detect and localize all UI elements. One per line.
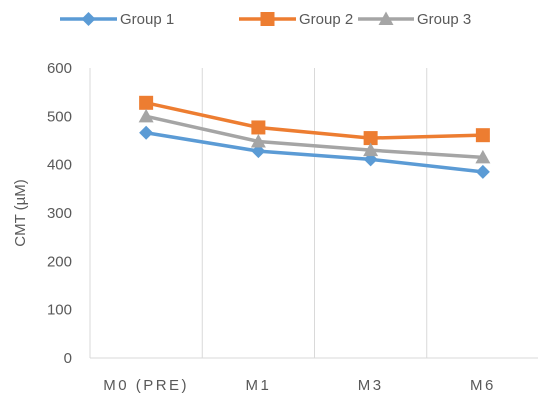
x-tick-label: M3 xyxy=(358,377,384,394)
data-point xyxy=(250,133,266,148)
legend-label: Group 3 xyxy=(417,11,471,28)
legend-marker xyxy=(81,12,96,26)
series-line xyxy=(145,131,484,174)
series-2 xyxy=(139,95,490,146)
data-point xyxy=(475,164,490,179)
gridlines xyxy=(201,68,428,358)
legend-marker xyxy=(260,12,275,26)
data-point xyxy=(139,125,154,140)
y-tick-label: 100 xyxy=(47,302,72,319)
legend-item-2: Group 2 xyxy=(239,11,353,28)
legend-item-1: Group 1 xyxy=(60,11,174,28)
series-3 xyxy=(138,108,491,164)
legend-item-3: Group 3 xyxy=(358,11,471,28)
data-point xyxy=(251,120,266,135)
legend-label: Group 2 xyxy=(299,11,353,28)
data-point xyxy=(363,131,378,146)
data-point xyxy=(138,108,154,123)
series-layer xyxy=(138,95,491,179)
y-tick-label: 500 xyxy=(47,108,72,125)
data-point xyxy=(139,95,154,110)
data-point xyxy=(475,149,491,164)
series-line xyxy=(145,101,483,140)
y-tick-label: 0 xyxy=(64,350,72,367)
y-tick-label: 400 xyxy=(47,157,72,174)
x-tick-label: M1 xyxy=(245,377,271,394)
data-point xyxy=(475,128,490,143)
y-tick-label: 300 xyxy=(47,205,72,222)
axis-labels: 0 100 200 300 400 500 600 M0 (PRE) M1 M3 M6 CMT (µM… xyxy=(12,60,496,394)
data-point xyxy=(251,144,266,159)
legend-marker xyxy=(378,11,394,25)
x-tick-label: M6 xyxy=(470,377,496,394)
data-point xyxy=(363,142,379,157)
y-axis-title: CMT (µM) xyxy=(12,179,29,247)
y-tick-label: 600 xyxy=(47,60,72,77)
legend: Group 1 Group 2 Group 3 xyxy=(60,11,471,28)
y-tick-label: 200 xyxy=(47,253,72,270)
x-tick-label: M0 (PRE) xyxy=(103,377,189,394)
series-line xyxy=(145,114,483,160)
axes xyxy=(89,68,538,359)
legend-label: Group 1 xyxy=(120,11,174,28)
